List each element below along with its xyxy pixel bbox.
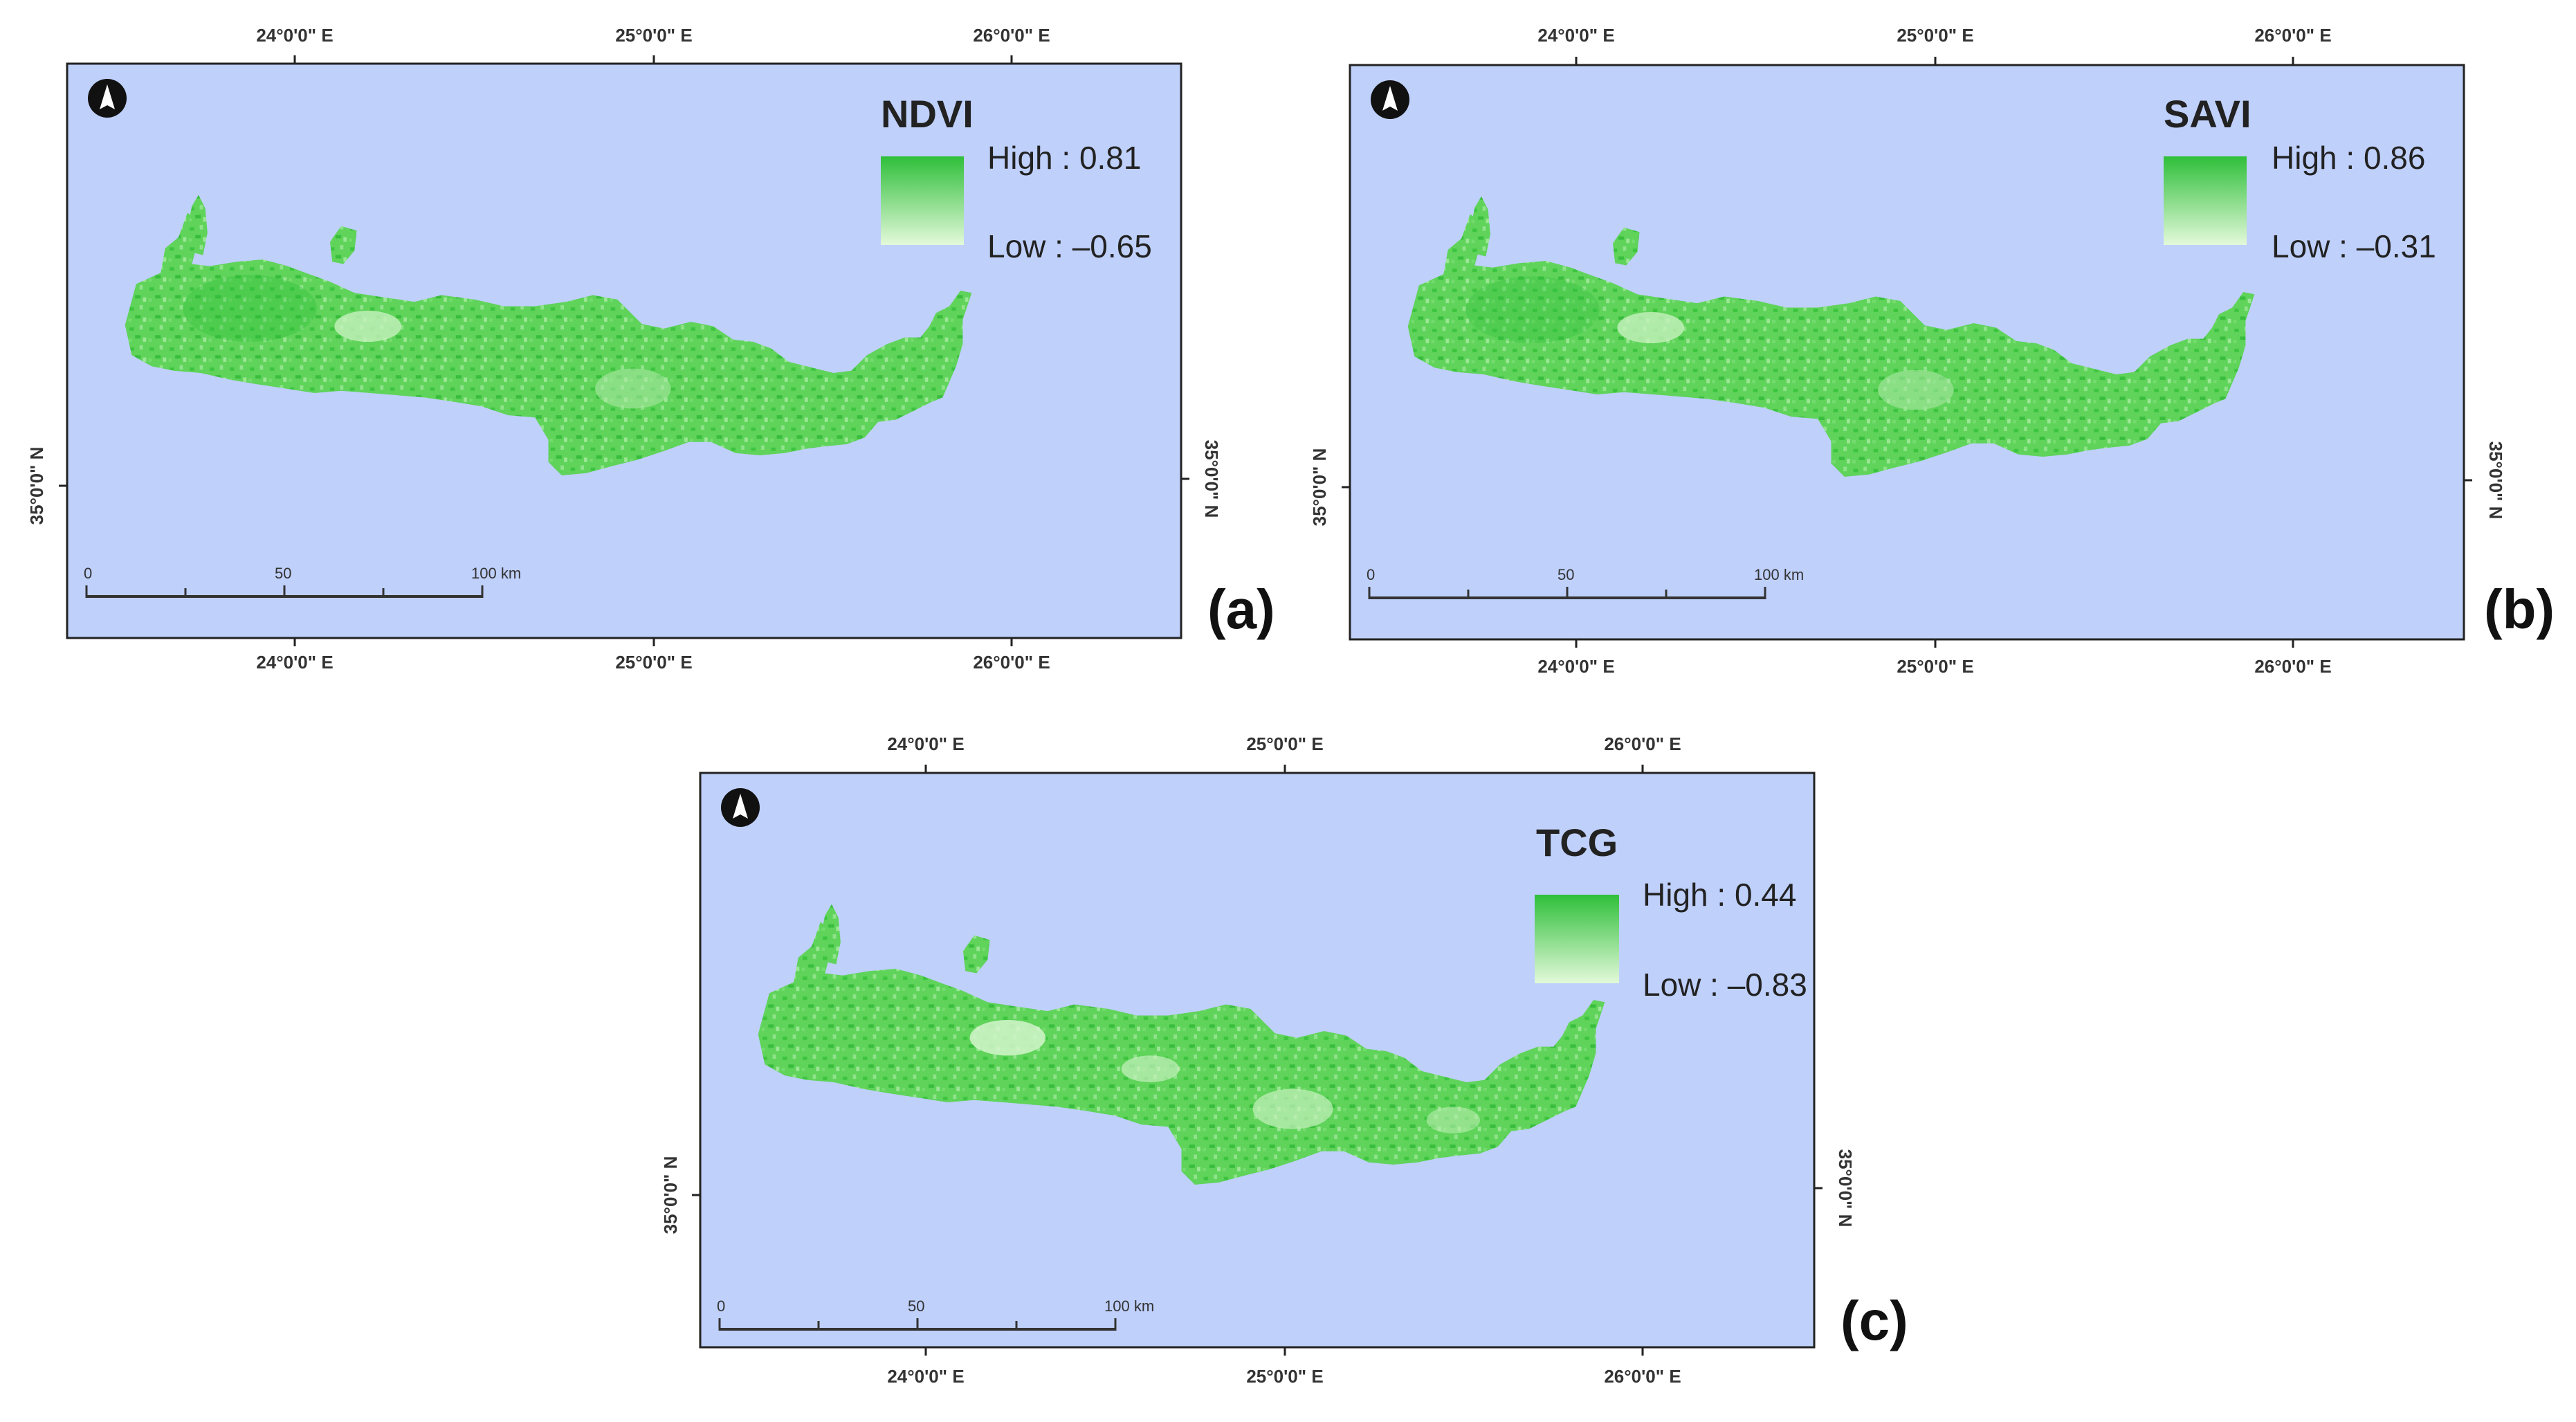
lon-bottom-25-a: 25°0'0" E xyxy=(615,652,692,673)
lat-left-c: 35°0'0" N xyxy=(660,1156,681,1234)
scale-label-50: 50 xyxy=(908,1297,924,1315)
graticule-b: 24°0'0" E 25°0'0" E 26°0'0" E 24°0'0" E … xyxy=(1309,25,2506,677)
lon-bottom-25-b: 25°0'0" E xyxy=(1897,656,1973,677)
legend-b: SAVI High : 0.86 Low : –0.31 xyxy=(2164,92,2436,264)
lon-bottom-26-a: 26°0'0" E xyxy=(973,652,1050,673)
map-panel-a: NDVI High : 0.81 Low : –0.65 0 50 100 km xyxy=(66,62,1182,639)
lon-top-25-b: 25°0'0" E xyxy=(1897,25,1973,46)
crete-landmass-c xyxy=(758,904,1605,1185)
lon-bottom-24-b: 24°0'0" E xyxy=(1537,656,1614,677)
scale-label-0: 0 xyxy=(84,565,92,582)
graticule-c: 24°0'0" E 25°0'0" E 26°0'0" E 24°0'0" E … xyxy=(660,733,1856,1387)
lat-left-b: 35°0'0" N xyxy=(1309,448,1330,527)
map-panel-b: SAVI High : 0.86 Low : –0.31 0 50 100 km xyxy=(1349,64,2465,641)
scale-label-100: 100 km xyxy=(471,565,521,582)
legend-ramp-b xyxy=(2164,156,2247,245)
scale-label-50: 50 xyxy=(1558,566,1574,583)
lon-bottom-26-b: 26°0'0" E xyxy=(2254,656,2331,677)
legend-title-c: TCG xyxy=(1536,821,1618,864)
scale-label-0: 0 xyxy=(717,1297,725,1315)
lon-bottom-25-c: 25°0'0" E xyxy=(1246,1366,1323,1387)
legend-low-a: Low : –0.65 xyxy=(987,228,1152,264)
lon-top-25-c: 25°0'0" E xyxy=(1246,733,1323,754)
lon-top-24-c: 24°0'0" E xyxy=(887,733,964,754)
legend-c: TCG High : 0.44 Low : –0.83 xyxy=(1535,821,1807,1003)
lon-top-26-a: 26°0'0" E xyxy=(973,25,1050,46)
lon-bottom-24-a: 24°0'0" E xyxy=(256,652,333,673)
lon-top-24-b: 24°0'0" E xyxy=(1537,25,1614,46)
lon-top-26-c: 26°0'0" E xyxy=(1604,733,1681,754)
scale-label-50: 50 xyxy=(275,565,291,582)
legend-high-c: High : 0.44 xyxy=(1643,877,1796,913)
legend-title-a: NDVI xyxy=(881,92,974,136)
lat-right-c: 35°0'0" N xyxy=(1835,1149,1856,1228)
lon-top-25-a: 25°0'0" E xyxy=(615,25,692,46)
legend-a: NDVI High : 0.81 Low : –0.65 xyxy=(881,92,1152,264)
north-arrow-icon xyxy=(88,79,127,118)
scale-bar-c: 0 50 100 km xyxy=(717,1297,1154,1331)
lon-top-24-a: 24°0'0" E xyxy=(256,25,333,46)
crete-landmass-a xyxy=(125,194,972,475)
legend-low-b: Low : –0.31 xyxy=(2272,228,2436,264)
panel-tag-c: (c) xyxy=(1840,1290,1908,1351)
lon-top-26-b: 26°0'0" E xyxy=(2254,25,2331,46)
lat-left-a: 35°0'0" N xyxy=(26,447,47,525)
legend-high-b: High : 0.86 xyxy=(2272,140,2425,176)
scale-bar-b: 0 50 100 km xyxy=(1367,566,1804,599)
graticule-a: 24°0'0" E 25°0'0" E 26°0'0" E 24°0'0" E … xyxy=(26,25,1222,673)
map-panel-c: TCG High : 0.44 Low : –0.83 0 50 100 km xyxy=(699,772,1816,1349)
scale-label-0: 0 xyxy=(1367,566,1375,583)
legend-ramp-c xyxy=(1535,895,1619,983)
legend-ramp-a xyxy=(881,156,964,245)
panel-tag-a: (a) xyxy=(1207,578,1275,640)
panel-tag-b: (b) xyxy=(2484,578,2555,640)
legend-title-b: SAVI xyxy=(2164,92,2251,136)
lon-bottom-24-c: 24°0'0" E xyxy=(887,1366,964,1387)
north-arrow-icon xyxy=(1371,80,1409,119)
legend-high-a: High : 0.81 xyxy=(987,140,1141,176)
lat-right-a: 35°0'0" N xyxy=(1201,440,1222,518)
crete-landmass-b xyxy=(1407,196,2255,477)
scale-label-100: 100 km xyxy=(1104,1297,1154,1315)
scale-bar-a: 0 50 100 km xyxy=(84,565,521,598)
scale-label-100: 100 km xyxy=(1754,566,1804,583)
lon-bottom-26-c: 26°0'0" E xyxy=(1604,1366,1681,1387)
north-arrow-icon xyxy=(721,788,760,827)
lat-right-b: 35°0'0" N xyxy=(2485,441,2506,520)
legend-low-c: Low : –0.83 xyxy=(1643,967,1807,1003)
